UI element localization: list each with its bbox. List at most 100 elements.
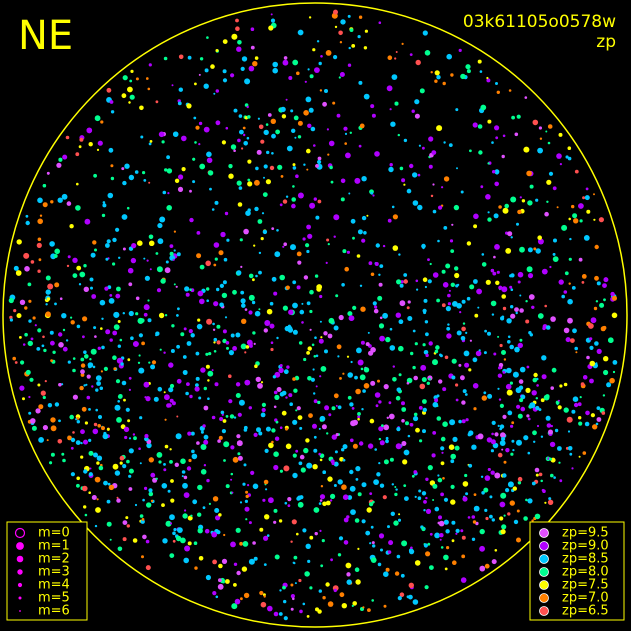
star: [42, 335, 45, 339]
star: [469, 284, 475, 290]
star: [422, 246, 425, 250]
star: [297, 495, 302, 500]
star: [124, 163, 130, 169]
star: [248, 406, 252, 410]
star: [203, 405, 209, 411]
star: [164, 314, 168, 317]
star: [425, 353, 429, 357]
star: [368, 350, 374, 356]
star: [76, 483, 80, 488]
star: [385, 567, 390, 572]
star: [106, 499, 111, 504]
star: [423, 509, 426, 512]
star: [278, 367, 284, 374]
star: [144, 486, 148, 490]
star: [112, 463, 119, 470]
zp-symbol: [539, 567, 549, 577]
star: [13, 265, 19, 271]
star: [276, 229, 279, 232]
star: [292, 280, 297, 285]
star: [320, 336, 323, 339]
star: [517, 413, 523, 419]
star: [401, 540, 408, 547]
star: [215, 49, 219, 52]
star: [299, 426, 303, 430]
star: [265, 488, 268, 491]
star: [316, 284, 323, 290]
star: [167, 489, 171, 493]
star: [279, 274, 286, 281]
star: [173, 230, 176, 233]
star: [335, 404, 338, 407]
star: [296, 285, 301, 290]
star: [330, 558, 333, 562]
star: [318, 338, 324, 344]
star: [395, 312, 401, 318]
star: [325, 500, 331, 506]
star: [363, 93, 370, 100]
star: [174, 462, 179, 467]
star: [425, 477, 429, 481]
star: [196, 441, 200, 445]
star: [525, 319, 530, 324]
star: [239, 238, 243, 242]
star: [520, 406, 526, 412]
star: [247, 484, 250, 487]
star: [54, 248, 60, 255]
star: [253, 342, 256, 345]
star: [181, 475, 184, 478]
star: [274, 394, 280, 400]
star: [295, 174, 299, 178]
star: [101, 213, 106, 218]
star: [378, 400, 382, 404]
star: [556, 206, 559, 209]
star: [305, 96, 312, 103]
star: [76, 417, 80, 420]
star: [128, 101, 131, 104]
star: [448, 289, 451, 292]
star: [449, 239, 454, 243]
star: [259, 527, 264, 532]
star: [247, 115, 251, 119]
star: [376, 472, 381, 477]
star: [544, 501, 547, 504]
star: [383, 384, 389, 390]
star: [478, 349, 481, 352]
star: [550, 316, 556, 322]
star: [513, 371, 519, 378]
star: [403, 279, 408, 284]
star: [339, 592, 345, 598]
star: [114, 404, 121, 411]
star: [448, 143, 453, 148]
star: [283, 599, 287, 604]
star: [338, 76, 341, 79]
star: [484, 508, 488, 512]
star: [460, 375, 465, 381]
star: [512, 486, 517, 491]
star: [417, 496, 422, 501]
star: [442, 477, 445, 480]
star: [486, 437, 493, 443]
star: [510, 424, 514, 428]
star: [282, 245, 285, 248]
star: [176, 252, 181, 257]
star: [126, 524, 130, 528]
star: [149, 268, 152, 271]
star: [519, 338, 523, 342]
star: [403, 183, 406, 186]
star: [82, 316, 88, 322]
star: [387, 550, 392, 554]
star: [565, 337, 571, 343]
star: [96, 148, 100, 151]
star: [271, 428, 276, 433]
star: [70, 437, 76, 443]
star: [386, 85, 393, 92]
star: [440, 461, 445, 466]
star: [252, 331, 256, 335]
star: [195, 376, 200, 381]
star: [434, 506, 440, 512]
star: [292, 597, 295, 601]
star: [452, 560, 457, 565]
star: [87, 362, 94, 368]
star: [414, 99, 420, 105]
